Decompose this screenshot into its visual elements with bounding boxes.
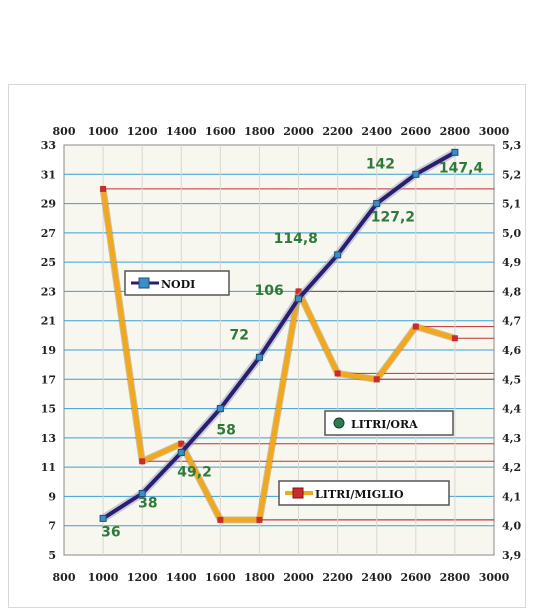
nodi-data-label-3: 58 bbox=[216, 423, 235, 439]
y-left-tick-4: 13 bbox=[41, 432, 56, 445]
nodi-point-5 bbox=[295, 295, 303, 303]
series-litri-miglio-line bbox=[100, 188, 456, 523]
x-bottom-tick-3: 1400 bbox=[166, 571, 197, 584]
legend-nodi: NODI bbox=[124, 270, 230, 296]
nodi-point-9 bbox=[451, 148, 459, 156]
x-bottom-tick-9: 2600 bbox=[401, 571, 432, 584]
x-top-tick-9: 2600 bbox=[401, 125, 432, 138]
y-left-tick-10: 25 bbox=[41, 256, 56, 269]
legend-litri-ora-label: LITRI/ORA bbox=[351, 418, 418, 431]
legend-litri-miglio-marker bbox=[292, 487, 304, 499]
x-top-tick-5: 1800 bbox=[244, 125, 275, 138]
litri-miglio-point-7 bbox=[373, 376, 380, 383]
y-left-tick-9: 23 bbox=[41, 285, 56, 298]
y-right-tick-12: 5,1 bbox=[502, 198, 521, 211]
x-top-tick-1: 1000 bbox=[88, 125, 119, 138]
x-bottom-tick-5: 1800 bbox=[244, 571, 275, 584]
chart-frame: 800 1000 1200 1400 1600 1800 2000 2200 2400 2600 2… bbox=[8, 84, 526, 608]
x-top-tick-2: 1200 bbox=[127, 125, 158, 138]
x-bottom-tick-11: 3000 bbox=[479, 571, 510, 584]
litri-miglio-point-5 bbox=[295, 288, 302, 295]
y-left-tick-13: 31 bbox=[41, 168, 56, 181]
x-top-tick-11: 3000 bbox=[479, 125, 510, 138]
litri-miglio-point-6 bbox=[334, 370, 341, 377]
series-nodi-line bbox=[102, 150, 456, 521]
y-right-tick-11: 5,0 bbox=[502, 227, 521, 240]
nodi-data-label-7: 127,2 bbox=[371, 210, 415, 226]
nodi-data-label-5: 106 bbox=[255, 283, 284, 299]
litri-miglio-point-9 bbox=[451, 335, 458, 342]
litri-miglio-point-8 bbox=[412, 323, 419, 330]
y-left-tick-6: 17 bbox=[41, 373, 56, 386]
nodi-data-label-8: 142 bbox=[366, 156, 395, 172]
nodi-point-2 bbox=[177, 449, 185, 456]
y-left-tick-11: 27 bbox=[41, 227, 56, 240]
litri-miglio-point-1 bbox=[139, 458, 146, 465]
x-top-tick-6: 2000 bbox=[283, 125, 314, 138]
nodi-point-7 bbox=[373, 200, 381, 208]
nodi-point-3 bbox=[216, 405, 224, 413]
y-left-tick-12: 29 bbox=[41, 198, 56, 211]
nodi-point-6 bbox=[334, 251, 342, 259]
nodi-point-8 bbox=[412, 170, 420, 178]
chart-svg: 800 1000 1200 1400 1600 1800 2000 2200 2400 2600 2… bbox=[41, 125, 522, 584]
y-left-tick-14: 33 bbox=[41, 139, 56, 152]
legend-litri-ora-marker bbox=[333, 417, 345, 429]
x-bottom-tick-1: 1000 bbox=[88, 571, 119, 584]
x-top-tick-7: 2200 bbox=[322, 125, 353, 138]
legend-nodi-label: NODI bbox=[161, 278, 195, 291]
nodi-data-label-4: 72 bbox=[229, 327, 248, 343]
nodi-data-label-0: 36 bbox=[101, 524, 120, 540]
x-bottom-tick-2: 1200 bbox=[127, 571, 158, 584]
y-left-tick-3: 11 bbox=[41, 461, 56, 474]
y-right-tick-0: 3,9 bbox=[502, 549, 521, 562]
y-right-tick-10: 4,9 bbox=[502, 256, 521, 269]
y-right-tick-8: 4,7 bbox=[502, 315, 521, 328]
y-right-tick-1: 4,0 bbox=[502, 520, 521, 533]
nodi-data-label-1: 38 bbox=[138, 496, 157, 512]
x-top-tick-8: 2400 bbox=[361, 125, 392, 138]
y-left-tick-5: 15 bbox=[41, 403, 56, 416]
litri-miglio-point-0 bbox=[100, 185, 107, 192]
nodi-point-0 bbox=[99, 514, 107, 522]
y-right-tick-4: 4,3 bbox=[502, 432, 521, 445]
x-top-tick-0: 800 bbox=[53, 125, 76, 138]
y-right-tick-14: 5,3 bbox=[502, 139, 521, 152]
y-left-tick-0: 5 bbox=[48, 549, 56, 562]
x-top-tick-3: 1400 bbox=[166, 125, 197, 138]
litri-miglio-point-3 bbox=[217, 516, 224, 523]
x-top-tick-10: 2800 bbox=[440, 125, 471, 138]
legend-litri-miglio-label: LITRI/MIGLIO bbox=[315, 488, 404, 501]
x-top-tick-4: 1600 bbox=[205, 125, 236, 138]
y-left-tick-2: 9 bbox=[48, 490, 56, 503]
x-bottom-tick-10: 2800 bbox=[440, 571, 471, 584]
y-right-tick-6: 4,5 bbox=[502, 373, 521, 386]
y-right-tick-9: 4,8 bbox=[502, 285, 521, 298]
x-bottom-tick-6: 2000 bbox=[283, 571, 314, 584]
y-right-tick-7: 4,6 bbox=[502, 344, 521, 357]
nodi-data-label-2: 49,2 bbox=[177, 465, 212, 481]
y-right-tick-13: 5,2 bbox=[502, 168, 521, 181]
y-right-tick-5: 4,4 bbox=[502, 403, 521, 416]
y-left-tick-1: 7 bbox=[48, 520, 56, 533]
y-right-tick-2: 4,1 bbox=[502, 490, 521, 503]
y-left-tick-7: 19 bbox=[41, 344, 56, 357]
x-bottom-tick-0: 800 bbox=[53, 571, 76, 584]
nodi-point-1 bbox=[138, 490, 146, 497]
nodi-point-4 bbox=[255, 353, 263, 361]
x-bottom-tick-8: 2400 bbox=[361, 571, 392, 584]
x-bottom-tick-7: 2200 bbox=[322, 571, 353, 584]
x-bottom-tick-4: 1600 bbox=[205, 571, 236, 584]
legend-litri-ora: LITRI/ORA bbox=[324, 410, 454, 436]
litri-miglio-point-4 bbox=[256, 516, 263, 523]
y-left-tick-8: 21 bbox=[41, 315, 56, 328]
nodi-data-label-9: 147,4 bbox=[439, 160, 484, 176]
nodi-data-label-6: 114,8 bbox=[274, 231, 318, 247]
litri-miglio-point-2 bbox=[178, 440, 185, 447]
legend-nodi-marker bbox=[138, 277, 150, 289]
y-right-tick-3: 4,2 bbox=[502, 461, 521, 474]
legend-litri-miglio: LITRI/MIGLIO bbox=[278, 480, 450, 506]
